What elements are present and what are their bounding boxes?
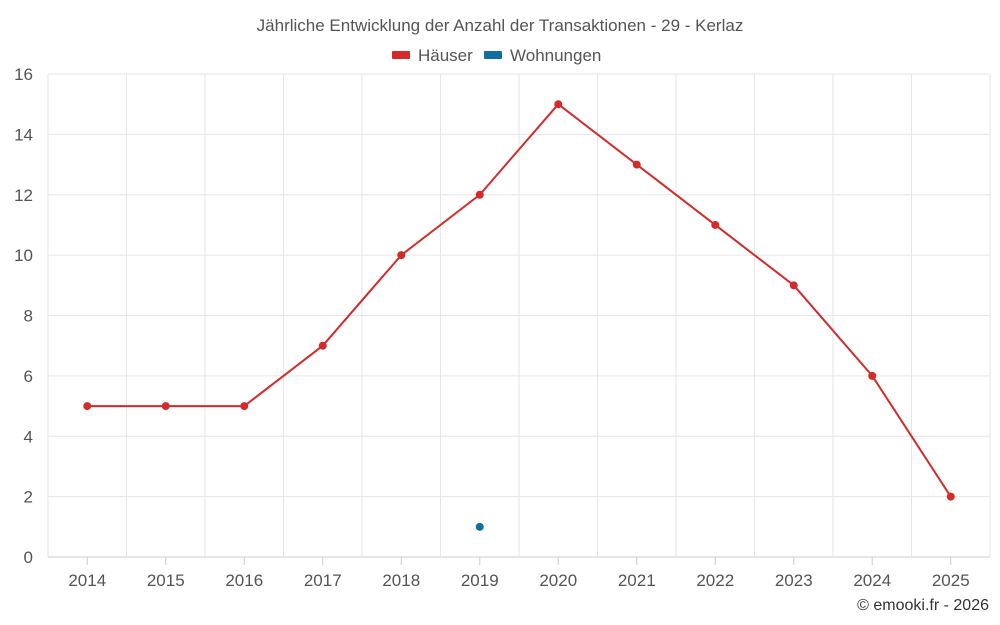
x-tick-label-2024: 2024	[853, 571, 891, 590]
legend-label-wohnungen: Wohnungen	[510, 46, 601, 65]
series-line-haeuser	[87, 103, 952, 498]
y-tick-label-0: 0	[24, 548, 33, 567]
legend-swatch-wohnungen	[484, 51, 502, 59]
data-point-haeuser-2021	[632, 160, 641, 169]
legend: Häuser Wohnungen	[392, 46, 601, 65]
data-point-haeuser-2022	[711, 220, 720, 229]
x-axis-ticks: 2014 2015 2016 2017 2018 2019 2020 2021 2022 2023…	[68, 557, 970, 590]
legend-item-haeuser[interactable]: Häuser	[392, 46, 473, 65]
x-tick-label-2022: 2022	[696, 571, 734, 590]
y-tick-label-2: 2	[24, 488, 33, 507]
series	[83, 100, 955, 531]
x-tick-label-2015: 2015	[147, 571, 185, 590]
data-point-haeuser-2017	[318, 341, 327, 350]
data-point-haeuser-2025	[946, 492, 955, 501]
y-tick-label-14: 14	[14, 125, 33, 144]
y-tick-label-6: 6	[24, 367, 33, 386]
legend-swatch-haeuser	[392, 51, 410, 59]
data-point-haeuser-2023	[789, 281, 798, 290]
x-tick-label-2023: 2023	[775, 571, 813, 590]
x-tick-label-2021: 2021	[618, 571, 656, 590]
data-point-haeuser-2015	[161, 402, 170, 411]
legend-item-wohnungen[interactable]: Wohnungen	[484, 46, 601, 65]
y-axis-ticks: 0 2 4 6 8 10 12 14 16	[14, 65, 33, 567]
x-tick-label-2019: 2019	[461, 571, 499, 590]
data-point-haeuser-2024	[868, 371, 877, 380]
x-tick-label-2016: 2016	[225, 571, 263, 590]
data-point-wohnungen-2019	[475, 522, 484, 531]
grid	[47, 73, 991, 558]
data-point-haeuser-2019	[475, 190, 484, 199]
credit-text: © emooki.fr - 2026	[857, 597, 989, 614]
y-tick-label-8: 8	[24, 307, 33, 326]
x-tick-label-2020: 2020	[539, 571, 577, 590]
y-tick-label-12: 12	[14, 186, 33, 205]
data-point-haeuser-2018	[397, 251, 406, 260]
x-tick-label-2025: 2025	[932, 571, 970, 590]
x-tick-label-2018: 2018	[382, 571, 420, 590]
data-point-haeuser-2020	[554, 100, 563, 109]
data-point-haeuser-2016	[240, 402, 249, 411]
y-tick-label-10: 10	[14, 246, 33, 265]
y-tick-label-16: 16	[14, 65, 33, 84]
legend-label-haeuser: Häuser	[418, 46, 473, 65]
chart-title: Jährliche Entwicklung der Anzahl der Tra…	[257, 16, 744, 35]
x-tick-label-2017: 2017	[304, 571, 342, 590]
y-tick-label-4: 4	[24, 427, 33, 446]
data-point-haeuser-2014	[83, 402, 92, 411]
x-tick-label-2014: 2014	[68, 571, 106, 590]
